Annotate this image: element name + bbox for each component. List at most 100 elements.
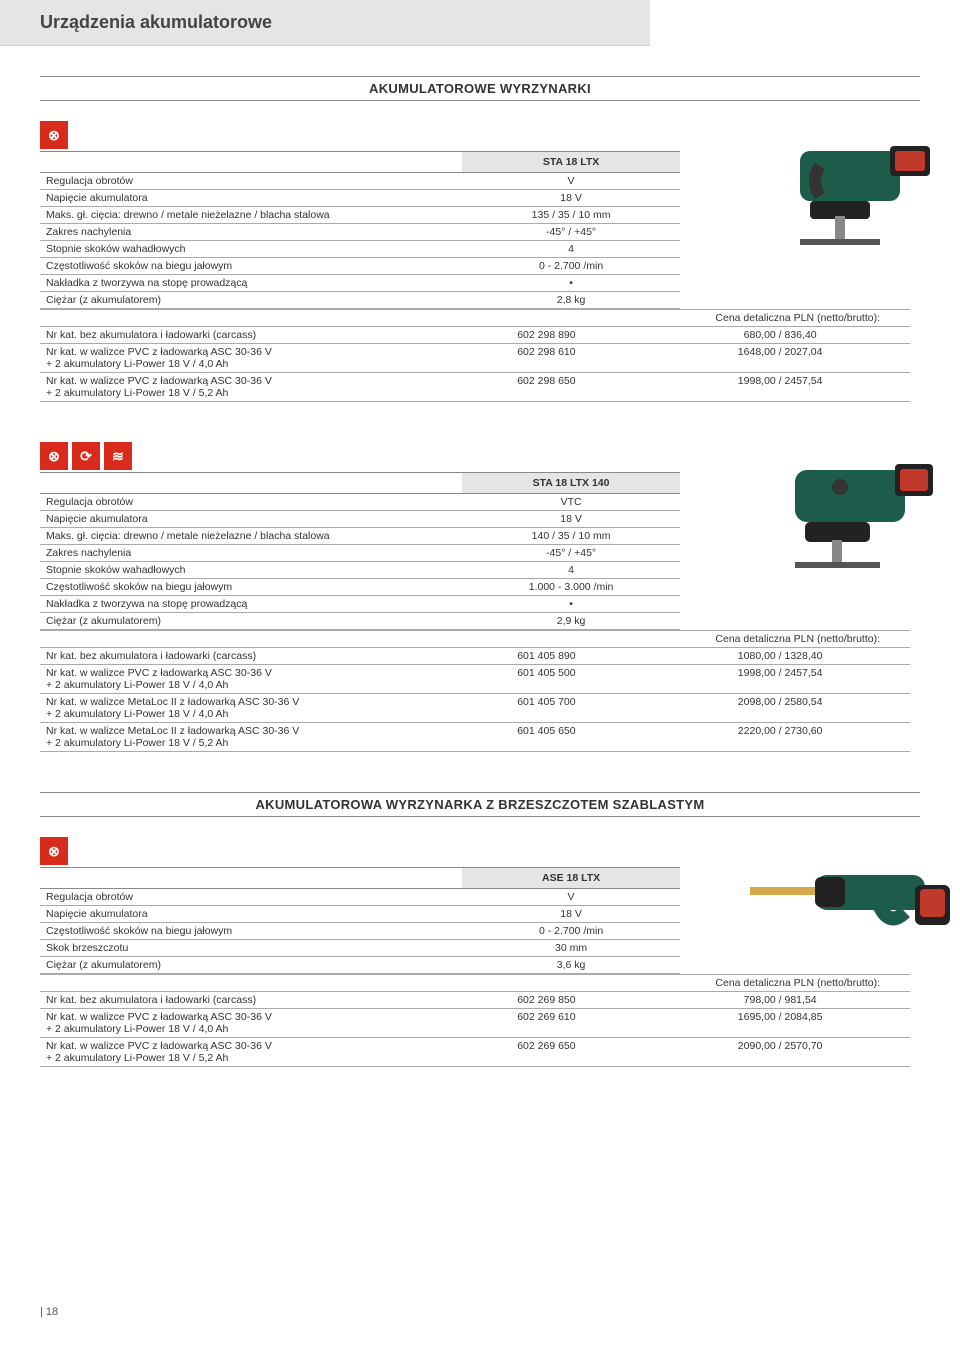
variant-label: Nr kat. bez akumulatora i ładowarki (car… [40, 648, 443, 665]
variant-price: 2098,00 / 2580,54 [650, 694, 910, 723]
product-image-jigsaw-2 [740, 442, 940, 582]
spec-value: 2,9 kg [462, 613, 680, 630]
spec-label: Maks. gł. cięcia: drewno / metale nieżel… [40, 528, 462, 545]
variant-sku: 601 405 650 [443, 723, 651, 752]
spec-value: • [462, 275, 680, 292]
spec-value: V [462, 889, 680, 906]
spec-row: Regulacja obrotówV [40, 889, 680, 906]
model-name: STA 18 LTX 140 [462, 473, 680, 494]
restart-icon: ⟳ [72, 442, 100, 470]
variant-price: 1648,00 / 2027,04 [650, 344, 910, 373]
spec-row: Zakres nachylenia-45° / +45° [40, 545, 680, 562]
spec-value: 18 V [462, 511, 680, 528]
spec-value: 18 V [462, 906, 680, 923]
spec-label: Ciężar (z akumulatorem) [40, 292, 462, 309]
spec-value: 3,6 kg [462, 957, 680, 974]
variant-sku: 602 298 610 [443, 344, 651, 373]
spec-value: V [462, 173, 680, 190]
spec-label: Częstotliwość skoków na biegu jałowym [40, 579, 462, 596]
variant-price: 1080,00 / 1328,40 [650, 648, 910, 665]
model-header: STA 18 LTX [40, 152, 680, 173]
model-name: ASE 18 LTX [462, 868, 680, 889]
price-table-1: Cena detaliczna PLN (netto/brutto): Nr k… [40, 309, 910, 402]
model-header: STA 18 LTX 140 [40, 473, 680, 494]
variant-row: Nr kat. bez akumulatora i ładowarki (car… [40, 327, 910, 344]
variant-price: 2220,00 / 2730,60 [650, 723, 910, 752]
product-image-jigsaw-1 [740, 121, 940, 261]
variant-row: Nr kat. w walizce PVC z ładowarką ASC 30… [40, 1009, 910, 1038]
variant-price: 2090,00 / 2570,70 [650, 1038, 910, 1067]
spec-value: 0 - 2.700 /min [462, 923, 680, 940]
spec-table-1: STA 18 LTX Regulacja obrotówVNapięcie ak… [40, 151, 680, 309]
page-title: Urządzenia akumulatorowe [40, 12, 610, 33]
spec-value: 4 [462, 562, 680, 579]
spec-row: Ciężar (z akumulatorem)2,9 kg [40, 613, 680, 630]
variant-sku: 602 298 890 [443, 327, 651, 344]
spec-row: Nakładka z tworzywa na stopę prowadzącą• [40, 275, 680, 292]
variant-sku: 602 269 610 [443, 1009, 651, 1038]
variant-row: Nr kat. bez akumulatora i ładowarki (car… [40, 992, 910, 1009]
spec-label: Napięcie akumulatora [40, 190, 462, 207]
price-header: Cena detaliczna PLN (netto/brutto): [40, 631, 910, 648]
spec-value: • [462, 596, 680, 613]
spec-row: Napięcie akumulatora18 V [40, 511, 680, 528]
content: AKUMULATOROWE WYRZYNARKI ⊗ STA 18 LTX Re… [0, 76, 960, 1147]
spec-label: Regulacja obrotów [40, 173, 462, 190]
spec-label: Stopnie skoków wahadłowych [40, 562, 462, 579]
spec-table-2: STA 18 LTX 140 Regulacja obrotówVTCNapię… [40, 472, 680, 630]
variant-label: Nr kat. w walizce PVC z ładowarką ASC 30… [40, 344, 443, 373]
quick-icon: ⊗ [40, 442, 68, 470]
spec-value: -45° / +45° [462, 545, 680, 562]
section-title-1: AKUMULATOROWE WYRZYNARKI [40, 76, 920, 101]
spec-label: Nakładka z tworzywa na stopę prowadzącą [40, 275, 462, 292]
variant-row: Nr kat. w walizce PVC z ładowarką ASC 30… [40, 665, 910, 694]
spec-label: Ciężar (z akumulatorem) [40, 957, 462, 974]
spec-row: Regulacja obrotówV [40, 173, 680, 190]
variant-price: 1998,00 / 2457,54 [650, 665, 910, 694]
spec-row: Maks. gł. cięcia: drewno / metale nieżel… [40, 528, 680, 545]
variant-price: 1695,00 / 2084,85 [650, 1009, 910, 1038]
spec-value: -45° / +45° [462, 224, 680, 241]
spec-row: Skok brzeszczotu30 mm [40, 940, 680, 957]
spec-row: Częstotliwość skoków na biegu jałowym0 -… [40, 923, 680, 940]
price-header-label: Cena detaliczna PLN (netto/brutto): [650, 310, 910, 327]
spec-value: 4 [462, 241, 680, 258]
spec-row: Częstotliwość skoków na biegu jałowym0 -… [40, 258, 680, 275]
spec-value: 2,8 kg [462, 292, 680, 309]
spec-label: Regulacja obrotów [40, 494, 462, 511]
variant-sku: 601 405 700 [443, 694, 651, 723]
page-header: Urządzenia akumulatorowe [0, 0, 650, 46]
spec-row: Ciężar (z akumulatorem)3,6 kg [40, 957, 680, 974]
price-header: Cena detaliczna PLN (netto/brutto): [40, 975, 910, 992]
variant-row: Nr kat. bez akumulatora i ładowarki (car… [40, 648, 910, 665]
spec-label: Ciężar (z akumulatorem) [40, 613, 462, 630]
spec-value: VTC [462, 494, 680, 511]
spec-value: 18 V [462, 190, 680, 207]
price-header-label: Cena detaliczna PLN (netto/brutto): [650, 631, 910, 648]
variant-row: Nr kat. w walizce PVC z ładowarką ASC 30… [40, 344, 910, 373]
variant-row: Nr kat. w walizce MetaLoc II z ładowarką… [40, 723, 910, 752]
variant-label: Nr kat. w walizce MetaLoc II z ładowarką… [40, 723, 443, 752]
spec-row: Stopnie skoków wahadłowych4 [40, 562, 680, 579]
variant-sku: 601 405 500 [443, 665, 651, 694]
spec-row: Stopnie skoków wahadłowych4 [40, 241, 680, 258]
spec-value: 140 / 35 / 10 mm [462, 528, 680, 545]
spec-row: Napięcie akumulatora18 V [40, 906, 680, 923]
variant-label: Nr kat. bez akumulatora i ładowarki (car… [40, 992, 443, 1009]
vibration-icon: ≋ [104, 442, 132, 470]
variant-label: Nr kat. w walizce PVC z ładowarką ASC 30… [40, 665, 443, 694]
variant-price: 798,00 / 981,54 [650, 992, 910, 1009]
spec-label: Zakres nachylenia [40, 545, 462, 562]
variant-price: 680,00 / 836,40 [650, 327, 910, 344]
variant-row: Nr kat. w walizce PVC z ładowarką ASC 30… [40, 373, 910, 402]
variant-label: Nr kat. w walizce PVC z ładowarką ASC 30… [40, 373, 443, 402]
spec-label: Częstotliwość skoków na biegu jałowym [40, 258, 462, 275]
spec-label: Nakładka z tworzywa na stopę prowadzącą [40, 596, 462, 613]
spec-row: Ciężar (z akumulatorem)2,8 kg [40, 292, 680, 309]
price-header: Cena detaliczna PLN (netto/brutto): [40, 310, 910, 327]
price-table-3: Cena detaliczna PLN (netto/brutto): Nr k… [40, 974, 910, 1067]
variant-label: Nr kat. w walizce PVC z ładowarką ASC 30… [40, 1038, 443, 1067]
variant-sku: 602 269 650 [443, 1038, 651, 1067]
product-sta-18-ltx: ⊗ STA 18 LTX Regulacja obrotówVNapięcie … [40, 121, 920, 402]
spec-row: Nakładka z tworzywa na stopę prowadzącą• [40, 596, 680, 613]
